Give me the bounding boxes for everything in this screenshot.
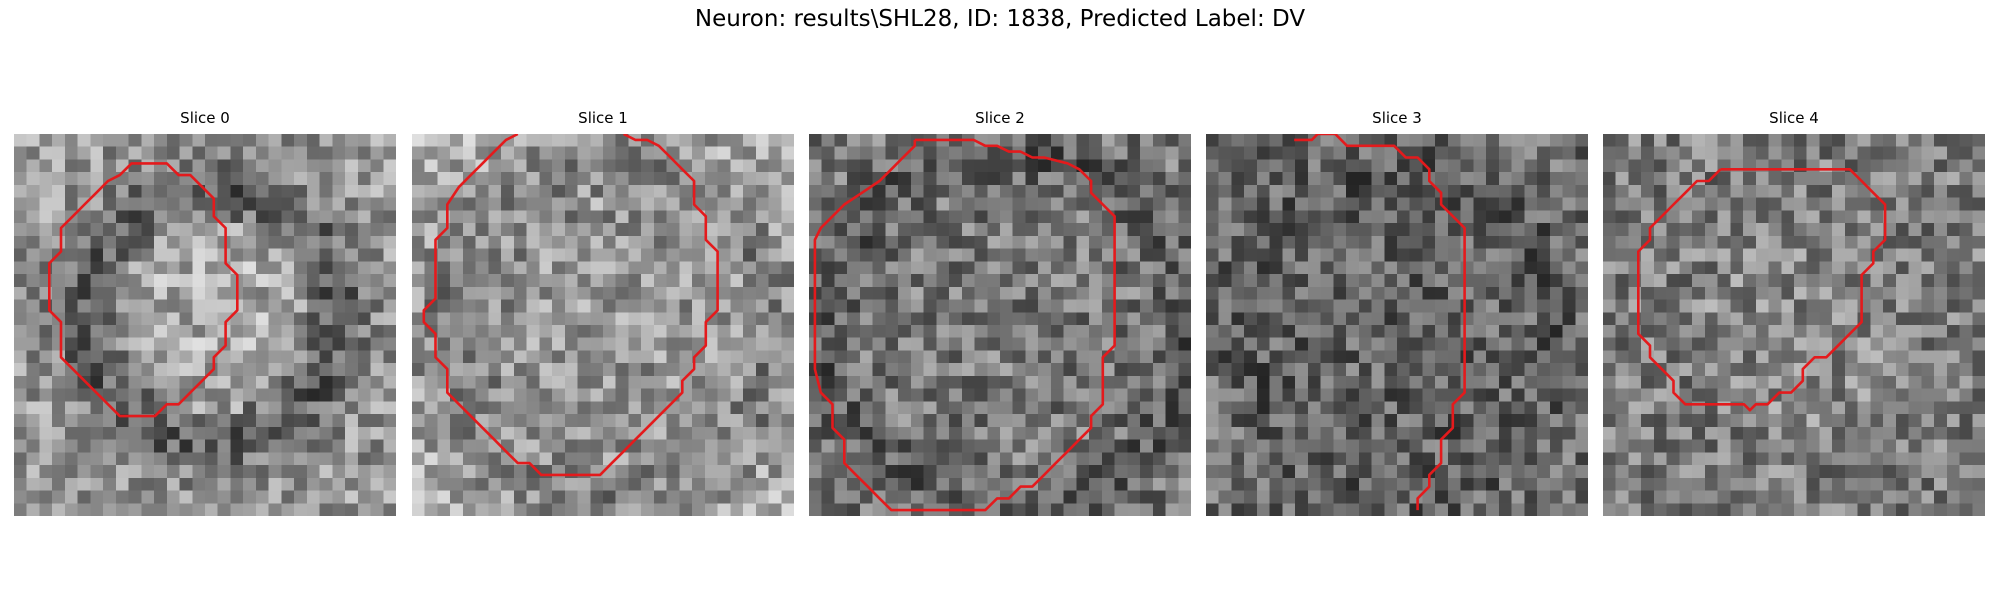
slice-title: Slice 0 (180, 109, 230, 127)
slice-panel-4: Slice 4 (1603, 108, 1985, 516)
slice-image (1206, 134, 1588, 516)
contour-overlay (1294, 134, 1466, 511)
contour-overlay (813, 138, 1116, 512)
slice-title: Slice 2 (975, 109, 1025, 127)
slice-panel-3: Slice 3 (1206, 108, 1588, 516)
slice-title: Slice 1 (578, 109, 628, 127)
cell-contour (813, 138, 1116, 512)
slice-image (809, 134, 1191, 516)
cell-contour (1636, 167, 1887, 412)
slice-image (1603, 134, 1985, 516)
slice-title: Slice 4 (1769, 109, 1819, 127)
slice-image (412, 134, 794, 516)
slice-panel-0: Slice 0 (14, 108, 396, 516)
slice-panel-2: Slice 2 (809, 108, 1191, 516)
contour-overlay (422, 134, 719, 477)
slice-image (14, 134, 396, 516)
cell-contour (422, 134, 719, 477)
cell-contour (1294, 134, 1466, 511)
contour-overlay (47, 162, 239, 418)
contour-overlay (1636, 167, 1887, 412)
cell-contour (47, 162, 239, 418)
slice-panel-1: Slice 1 (412, 108, 794, 516)
figure-title: Neuron: results\SHL28, ID: 1838, Predict… (694, 6, 1306, 32)
slice-title: Slice 3 (1372, 109, 1422, 127)
